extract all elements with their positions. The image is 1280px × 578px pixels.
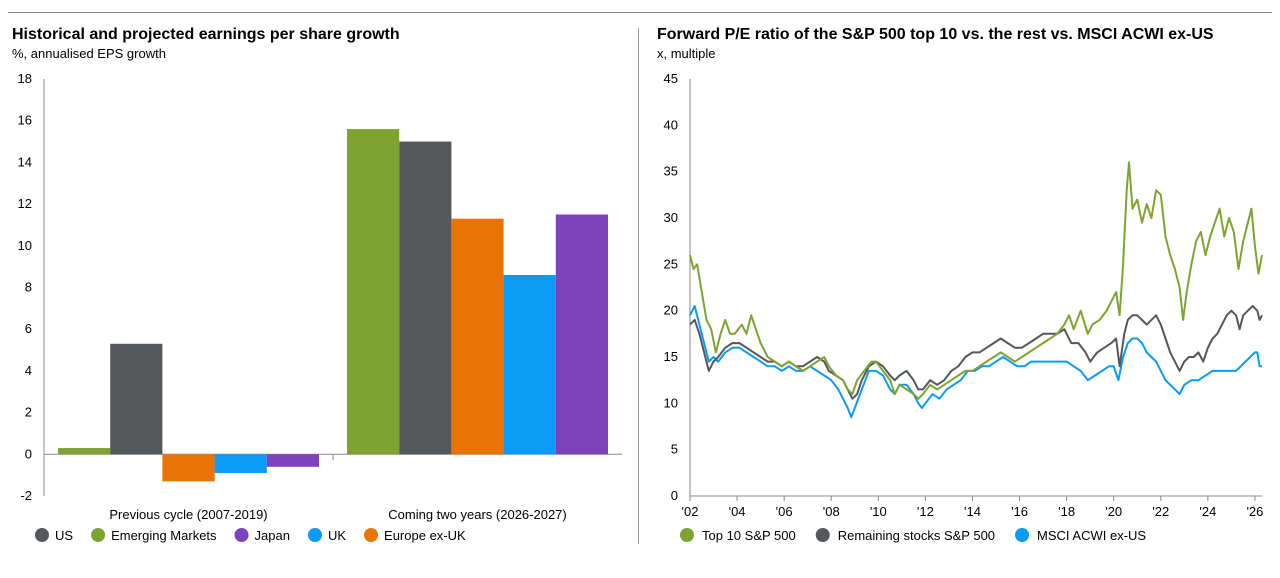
legend-marker-uk <box>307 528 322 542</box>
line-msci-acwi-ex-us <box>689 305 1262 419</box>
legend-label-us: US <box>55 528 73 543</box>
x-tick-label: '20 <box>1105 504 1122 519</box>
y-tick-label: 20 <box>664 303 678 318</box>
y-tick-label: 40 <box>664 117 678 132</box>
bar-emerging-markets-coming-two-years <box>347 129 400 455</box>
bar-europe-ex-uk-previous-cycle <box>162 454 215 482</box>
y-tick-label: 45 <box>664 71 678 86</box>
y-tick-label: 15 <box>664 349 678 364</box>
legend-label-remaining-stocks-s-p-500: Remaining stocks S&P 500 <box>838 528 995 543</box>
panel-divider <box>638 28 639 544</box>
bar-us-coming-two-years <box>399 141 452 455</box>
legend-label-emerging-markets: Emerging Markets <box>111 528 217 543</box>
bar-japan-coming-two-years <box>555 214 608 455</box>
line-top-10-s-p-500 <box>689 161 1263 400</box>
x-tick-label: '04 <box>729 504 746 519</box>
legend-marker-emerging-markets <box>91 528 106 542</box>
line-remaining-stocks-s-p-500 <box>689 305 1263 400</box>
legend-label-europe-ex-uk: Europe ex-UK <box>384 528 466 543</box>
y-tick-label: 30 <box>664 210 678 225</box>
y-tick-label: 4 <box>25 363 32 378</box>
left-chart-title: Historical and projected earnings per sh… <box>12 26 400 43</box>
legend-marker-msci-acwi-ex-us <box>1015 528 1030 542</box>
legend-label-top-10-s-p-500: Top 10 S&P 500 <box>702 528 796 543</box>
x-tick-label: '10 <box>870 504 887 519</box>
x-category-label: Previous cycle (2007-2019) <box>109 507 267 522</box>
legend-marker-japan <box>234 528 249 542</box>
y-tick-label: 14 <box>18 154 32 169</box>
y-tick-label: 12 <box>18 196 32 211</box>
right-chart-subtitle: x, multiple <box>657 46 716 61</box>
legend-label-msci-acwi-ex-us: MSCI ACWI ex-US <box>1037 528 1146 543</box>
y-tick-label: 0 <box>671 488 678 503</box>
legend-marker-us <box>35 528 49 542</box>
y-tick-label: 8 <box>25 280 32 295</box>
y-tick-label: -2 <box>20 488 32 503</box>
x-tick-label: '16 <box>1011 504 1028 519</box>
y-tick-label: 0 <box>25 446 32 461</box>
y-tick-label: 18 <box>18 71 32 86</box>
legend-marker-europe-ex-uk <box>364 528 379 542</box>
y-tick-label: 5 <box>671 442 678 457</box>
x-tick-label: '12 <box>917 504 934 519</box>
legend-marker-remaining-stocks-s-p-500 <box>815 528 830 542</box>
top-rule <box>8 12 1272 13</box>
x-tick-label: '22 <box>1152 504 1169 519</box>
x-tick-label: '14 <box>964 504 981 519</box>
x-tick-label: '02 <box>682 504 699 519</box>
bar-us-previous-cycle <box>110 343 163 455</box>
bar-uk-previous-cycle <box>214 454 267 474</box>
x-category-label: Coming two years (2026-2027) <box>388 507 566 522</box>
x-tick-label: '18 <box>1058 504 1075 519</box>
y-tick-label: 25 <box>664 256 678 271</box>
y-tick-label: 6 <box>25 321 32 336</box>
right-chart-title: Forward P/E ratio of the S&P 500 top 10 … <box>657 26 1214 43</box>
left-chart-subtitle: %, annualised EPS growth <box>12 46 166 61</box>
y-tick-label: 35 <box>664 164 678 179</box>
bar-uk-coming-two-years <box>503 274 556 455</box>
legend-marker-top-10-s-p-500 <box>680 528 694 542</box>
bar-emerging-markets-previous-cycle <box>58 448 111 455</box>
y-tick-label: 16 <box>18 113 32 128</box>
legend-label-japan: Japan <box>255 528 290 543</box>
x-tick-label: '08 <box>823 504 840 519</box>
legend-label-uk: UK <box>328 528 346 543</box>
x-tick-label: '06 <box>776 504 793 519</box>
x-tick-label: '26 <box>1246 504 1263 519</box>
y-tick-label: 2 <box>25 405 32 420</box>
bar-japan-previous-cycle <box>266 454 319 467</box>
y-tick-label: 10 <box>664 395 678 410</box>
y-tick-label: 10 <box>18 238 32 253</box>
bar-europe-ex-uk-coming-two-years <box>451 218 504 455</box>
x-tick-label: '24 <box>1199 504 1216 519</box>
